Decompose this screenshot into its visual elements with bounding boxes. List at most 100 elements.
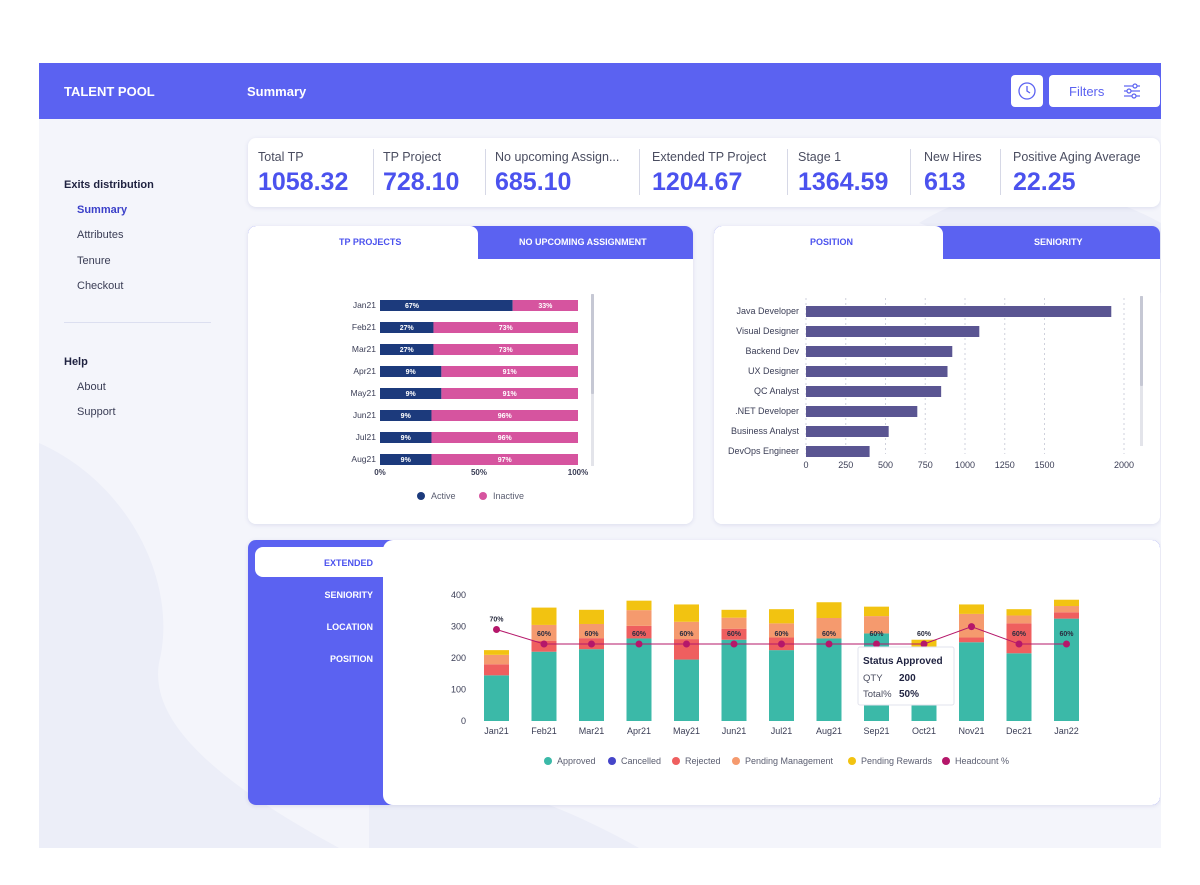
bar-segment [626,638,652,721]
kpi-value: 1364.59 [798,168,889,196]
bar [806,366,948,377]
brand-title: TALENT POOL [64,84,155,99]
category-label: Business Analyst [731,426,800,436]
sidebar-item-tenure[interactable]: Tenure [77,255,111,267]
sidebar-divider [64,322,211,323]
sidebar-item-support[interactable]: Support [77,406,116,418]
bar-active [380,454,432,465]
bar-segment [816,638,842,721]
bar-segment [769,609,794,624]
x-tick-label: Jun21 [722,726,747,736]
bar-inactive [433,344,578,355]
sidebar-item-checkout[interactable]: Checkout [77,280,124,292]
bar-segment [864,616,889,634]
bar-segment [1054,612,1079,619]
headcount-data-label: 70% [489,617,504,624]
inactive-data-label: 96% [498,435,513,442]
headcount-point [778,640,785,648]
bar-segment [531,624,557,641]
kpi-label: Extended TP Project [652,150,767,164]
legend-marker-inactive [479,492,487,500]
kpi-divider [485,149,486,195]
status-chart: 0 100 200 300 400 Jan21 Feb21 Mar21 Apr21 May21 Ju… [451,590,1079,766]
bar-inactive [512,300,578,311]
tab-position-label[interactable]: POSITION [810,237,854,247]
tab-position[interactable]: POSITION [329,654,373,664]
headcount-data-label: 60% [1059,631,1074,638]
bar-segment [959,604,984,614]
bar-inactive [441,366,578,377]
x-tick-label: Feb21 [531,726,557,736]
sidebar-item-about[interactable]: About [77,381,106,393]
x-tick-label: Sep21 [863,726,889,736]
kpi-value: 1058.32 [258,168,349,196]
headcount-data-label: 60% [537,631,552,638]
bar [806,426,889,437]
sidebar-item-summary[interactable]: Summary [77,204,128,216]
bar-segment [674,621,699,640]
tooltip-total-value: 50% [899,689,919,700]
legend-label: Pending Management [745,756,834,766]
headcount-data-label: 60% [679,631,694,638]
x-tick-label: Apr21 [627,726,651,736]
y-tick-label: 400 [451,590,466,600]
y-tick-label: 300 [451,622,466,632]
tab-position[interactable] [714,226,943,259]
bar-segment [674,604,699,622]
tab-no-upcoming-assignment[interactable]: NO UPCOMING ASSIGNMENT [519,237,647,247]
legend-label: Approved [557,756,596,766]
bar-segment [531,651,557,721]
x-tick-label: Oct21 [912,726,936,736]
inactive-data-label: 73% [499,325,514,332]
tab-tp-projects-label[interactable]: TP PROJECTS [339,237,402,247]
headcount-point [540,640,548,648]
active-data-label: 27% [400,325,415,332]
tab-location[interactable]: LOCATION [326,622,373,632]
bar-segment [769,623,794,638]
x-tick-label: Mar21 [579,726,605,736]
category-label: Backend Dev [745,346,799,356]
active-data-label: 9% [401,413,412,420]
tooltip-qty-key: QTY [863,673,883,684]
legend-label-inactive: Inactive [493,491,524,501]
tooltip-total-key: Total% [863,689,892,700]
legend-marker-active [417,492,425,500]
bar-segment [1054,599,1079,607]
bar-segment [1006,615,1032,624]
kpi-divider [910,149,911,195]
legend-marker [672,757,680,765]
history-button[interactable] [1011,75,1043,107]
inactive-data-label: 91% [503,369,518,376]
kpi-value: 1204.67 [652,168,743,196]
inactive-data-label: 73% [499,347,514,354]
tab-tp-projects[interactable] [248,226,478,259]
tab-extended[interactable] [255,547,395,577]
category-label: May21 [350,388,376,398]
bar [806,326,980,337]
tab-extended-label[interactable]: EXTENDED [323,558,373,568]
y-tick-label: 100 [451,685,466,695]
active-data-label: 9% [401,457,412,464]
bar-active [380,366,442,377]
bar-segment [579,623,604,639]
category-label: DevOps Engineer [728,446,799,456]
page-title: Summary [247,84,307,99]
tab-seniority[interactable]: SENIORITY [324,590,373,600]
kpi-value: 613 [924,168,966,196]
category-label: Java Developer [736,306,799,316]
headcount-data-label: 60% [584,631,599,638]
tick-label: 1000 [955,460,975,470]
x-tick-label: Dec21 [1006,726,1032,736]
filters-button[interactable]: Filters [1049,75,1160,107]
x-tick-label: Jan21 [484,726,509,736]
category-label: Feb21 [352,322,376,332]
sidebar-item-attributes[interactable]: Attributes [77,229,124,241]
app-window: TALENT POOL Summary Filters Exits distri… [39,63,1161,848]
tab-seniority[interactable]: SENIORITY [1034,237,1083,247]
bar-segment [1006,653,1032,721]
bar-segment [484,654,509,665]
kpi-label: Stage 1 [798,150,842,164]
inactive-data-label: 33% [538,303,553,310]
tick-label: 0% [374,468,386,477]
bar-segment [769,650,794,721]
